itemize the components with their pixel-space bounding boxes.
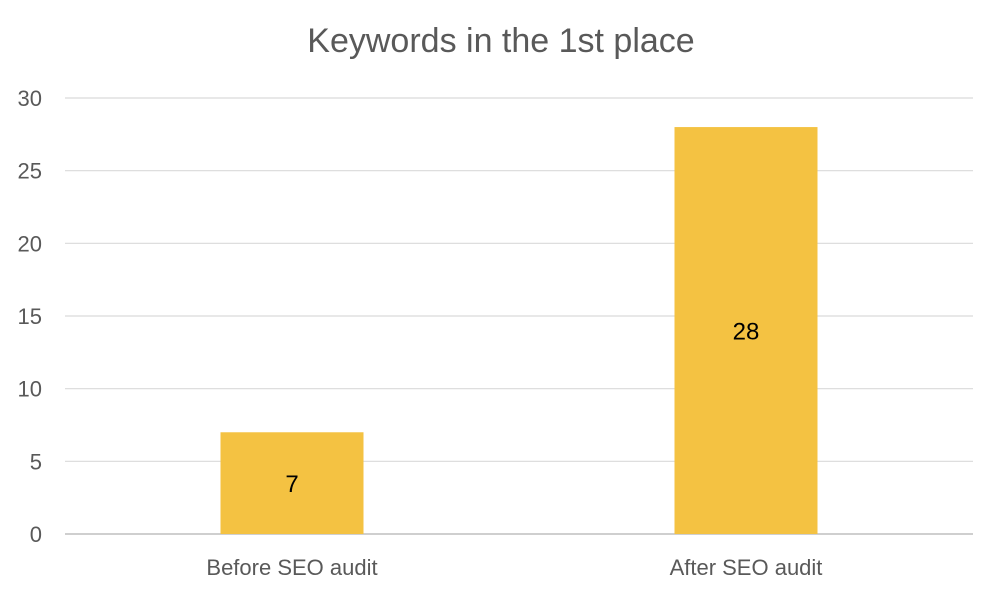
x-category-label: After SEO audit [670,555,823,580]
chart-title: Keywords in the 1st place [307,22,694,60]
y-tick-label: 25 [18,159,42,184]
bar [674,127,818,535]
y-tick-label: 20 [18,231,42,256]
gridlines [65,97,973,535]
y-tick-label: 30 [18,86,42,111]
x-category-label: Before SEO audit [206,555,377,580]
y-tick-label: 15 [18,304,42,329]
y-tick-label: 5 [30,449,42,474]
x-axis-category-labels: Before SEO audit After SEO audit [206,555,822,580]
bar [220,432,364,534]
data-labels: 7 28 [285,319,759,499]
bars [220,127,818,535]
data-label: 28 [733,319,760,346]
y-tick-label: 10 [18,377,42,402]
y-tick-label: 0 [30,522,42,547]
y-axis-tick-labels: 0 5 10 15 20 25 30 [18,86,42,547]
data-label: 7 [285,471,298,498]
